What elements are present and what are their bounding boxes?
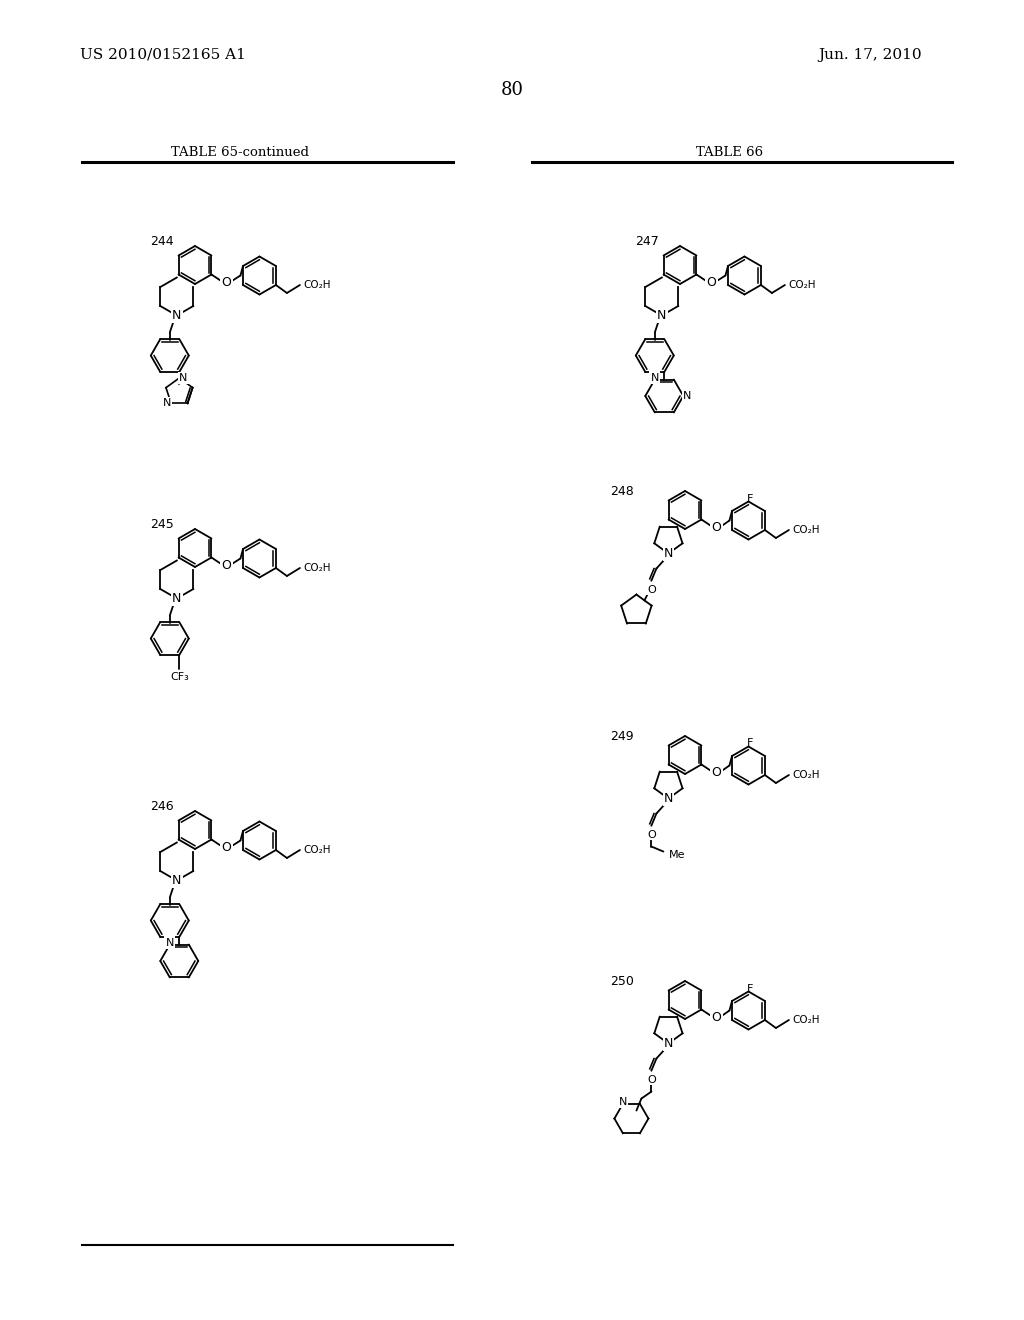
Text: 249: 249 bbox=[610, 730, 634, 743]
Text: CO₂H: CO₂H bbox=[303, 845, 331, 855]
Text: CO₂H: CO₂H bbox=[792, 770, 819, 780]
Text: N: N bbox=[166, 937, 174, 948]
Text: N: N bbox=[172, 874, 181, 887]
Text: O: O bbox=[647, 585, 655, 594]
Text: 80: 80 bbox=[501, 81, 523, 99]
Text: 246: 246 bbox=[150, 800, 174, 813]
Text: 245: 245 bbox=[150, 517, 174, 531]
Text: O: O bbox=[221, 841, 231, 854]
Text: CO₂H: CO₂H bbox=[303, 280, 331, 290]
Text: O: O bbox=[221, 276, 231, 289]
Text: O: O bbox=[707, 276, 717, 289]
Text: 247: 247 bbox=[635, 235, 658, 248]
Text: 248: 248 bbox=[610, 484, 634, 498]
Text: N: N bbox=[657, 309, 667, 322]
Text: N: N bbox=[172, 593, 181, 605]
Text: TABLE 66: TABLE 66 bbox=[696, 145, 764, 158]
Text: O: O bbox=[712, 1011, 721, 1024]
Text: CO₂H: CO₂H bbox=[303, 564, 331, 573]
Text: TABLE 65-continued: TABLE 65-continued bbox=[171, 145, 309, 158]
Text: 244: 244 bbox=[150, 235, 174, 248]
Text: F: F bbox=[748, 494, 754, 503]
Text: O: O bbox=[712, 766, 721, 779]
Text: O: O bbox=[221, 558, 231, 572]
Text: F: F bbox=[748, 738, 754, 748]
Text: CO₂H: CO₂H bbox=[787, 280, 815, 290]
Text: N: N bbox=[664, 792, 673, 805]
Text: N: N bbox=[683, 391, 691, 401]
Text: N: N bbox=[163, 399, 171, 408]
Text: CO₂H: CO₂H bbox=[792, 525, 819, 535]
Text: O: O bbox=[712, 521, 721, 535]
Text: N: N bbox=[618, 1097, 627, 1107]
Text: N: N bbox=[179, 374, 187, 383]
Text: N: N bbox=[172, 309, 181, 322]
Text: O: O bbox=[647, 829, 655, 840]
Text: CO₂H: CO₂H bbox=[792, 1015, 819, 1026]
Text: N: N bbox=[664, 1038, 673, 1049]
Text: 250: 250 bbox=[610, 975, 634, 987]
Text: N: N bbox=[650, 372, 659, 383]
Text: Me: Me bbox=[669, 850, 685, 859]
Text: Jun. 17, 2010: Jun. 17, 2010 bbox=[818, 48, 922, 62]
Text: F: F bbox=[748, 983, 754, 994]
Text: N: N bbox=[664, 546, 673, 560]
Text: O: O bbox=[647, 1074, 655, 1085]
Text: CF₃: CF₃ bbox=[170, 672, 188, 682]
Text: US 2010/0152165 A1: US 2010/0152165 A1 bbox=[80, 48, 246, 62]
